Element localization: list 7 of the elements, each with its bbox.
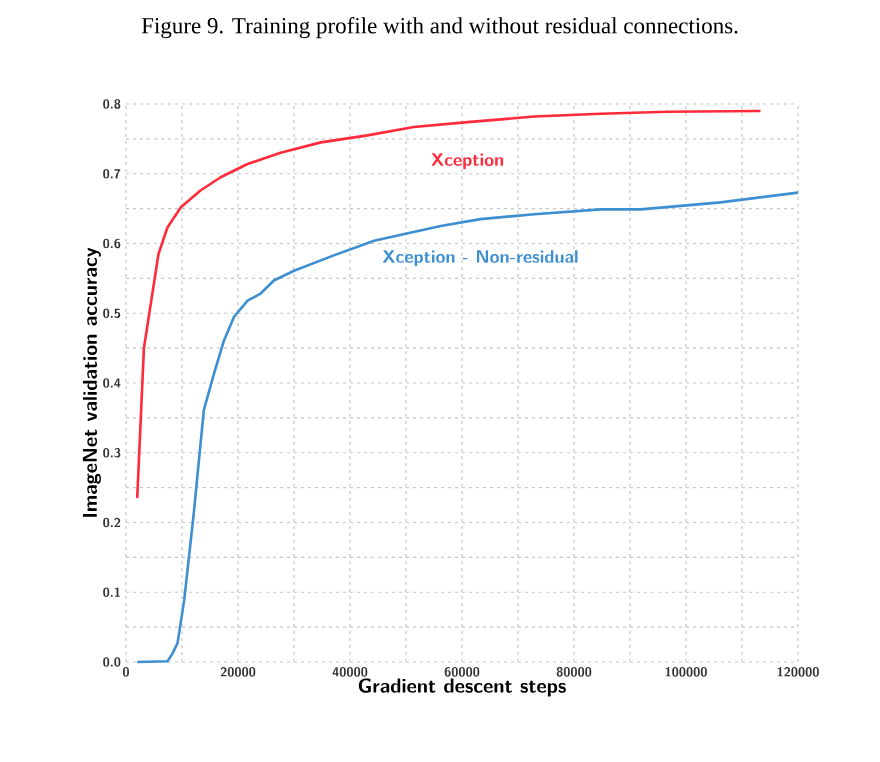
line-series bbox=[135, 109, 762, 500]
chart-title: Figure 9. Training profile with and without residual connections. bbox=[141, 17, 738, 39]
y-axis-title: ImageNet validation accuracy bbox=[82, 247, 101, 517]
line-series bbox=[135, 191, 800, 664]
series-label: Xception bbox=[431, 153, 504, 170]
series-label: Xception - Non-residual bbox=[383, 250, 578, 267]
x-axis-title: Gradient descent steps bbox=[358, 678, 566, 697]
